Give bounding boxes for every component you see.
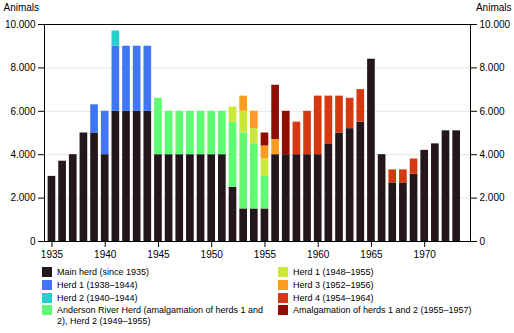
- html-text:Main herd (since 1935): Main herd (since 1935): [57, 267, 150, 277]
- svg-text:6.000: 6.000: [480, 106, 505, 117]
- svg-text:Animals: Animals: [4, 2, 40, 13]
- svg-text:10.000: 10.000: [480, 19, 511, 30]
- svg-text:4.000: 4.000: [10, 149, 35, 160]
- html-text:Herd 4 (1954–1964): Herd 4 (1954–1964): [293, 292, 374, 303]
- html-text:Herd 2 (1940–1944): Herd 2 (1940–1944): [57, 292, 138, 303]
- svg-text:1960: 1960: [307, 249, 330, 260]
- svg-text:1965: 1965: [360, 249, 383, 260]
- svg-text:1970: 1970: [414, 249, 437, 260]
- svg-text:8.000: 8.000: [480, 62, 505, 73]
- html-text:Herd 1 (1938–1944): Herd 1 (1938–1944): [57, 279, 138, 290]
- svg-text:1950: 1950: [201, 249, 224, 260]
- svg-text:6.000: 6.000: [10, 106, 35, 117]
- html-text:Amalgamation of herds 1 and 2: Amalgamation of herds 1 and 2 (1955–1957…: [293, 305, 472, 316]
- svg-text:10.000: 10.000: [5, 19, 36, 30]
- html-text:Anderson River Herd (amalgamat: Anderson River Herd (amalgamation of her…: [57, 305, 264, 327]
- svg-text:8.000: 8.000: [10, 62, 35, 73]
- html-text:Herd 3 (1952–1956): Herd 3 (1952–1956): [293, 279, 374, 290]
- html-text:Herd 1 (1948–1955): Herd 1 (1948–1955): [293, 267, 374, 277]
- svg-text:1940: 1940: [94, 249, 117, 260]
- svg-text:2.000: 2.000: [480, 192, 505, 203]
- svg-text:0: 0: [480, 236, 486, 247]
- svg-text:Animals: Animals: [476, 2, 512, 13]
- svg-text:0: 0: [30, 236, 36, 247]
- svg-text:1955: 1955: [254, 249, 277, 260]
- svg-text:4.000: 4.000: [480, 149, 505, 160]
- svg-text:1935: 1935: [41, 249, 64, 260]
- svg-text:2.000: 2.000: [10, 192, 35, 203]
- svg-text:1945: 1945: [147, 249, 170, 260]
